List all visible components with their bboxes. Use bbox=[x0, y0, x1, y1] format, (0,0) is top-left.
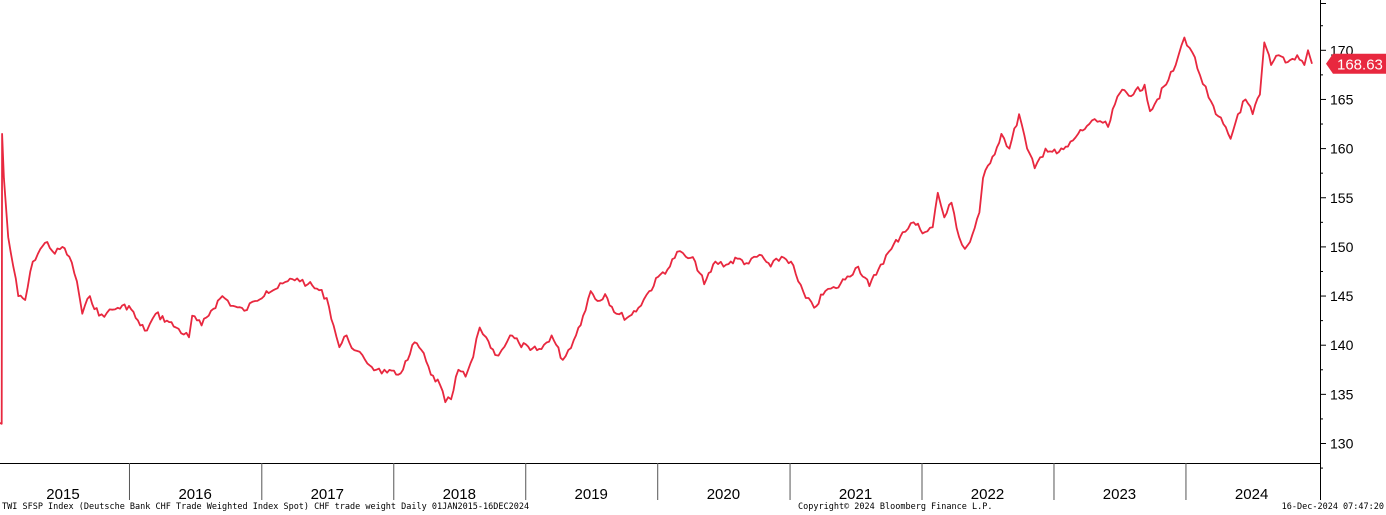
x-axis: 2015 2016 2017 2018 2019 2020 2021 2022 2023 2024 bbox=[0, 463, 1320, 503]
last-value-badge bbox=[1326, 53, 1386, 74]
x-tick-label: 2018 bbox=[443, 486, 476, 503]
y-tick-label: 135 bbox=[1330, 386, 1354, 402]
last-value-label: 168.63 bbox=[1337, 56, 1383, 73]
footer-timestamp: 16-Dec-2024 07:47:20 bbox=[1281, 502, 1384, 512]
footer-source: TWI SFSP Index (Deutsche Bank CHF Trade … bbox=[2, 502, 530, 512]
x-tick-label: 2022 bbox=[971, 486, 1004, 503]
x-tick-label: 2015 bbox=[46, 486, 79, 503]
y-tick-label: 145 bbox=[1330, 288, 1354, 304]
series-group bbox=[0, 36, 1313, 425]
y-tick-label: 165 bbox=[1330, 91, 1354, 107]
y-tick-label: 150 bbox=[1330, 239, 1354, 255]
last-value-group: 168.63 bbox=[1326, 53, 1386, 74]
y-tick-label: 160 bbox=[1330, 141, 1354, 157]
y-tick-label: 155 bbox=[1330, 190, 1354, 206]
x-tick-label: 2024 bbox=[1235, 486, 1268, 503]
x-tick-label: 2019 bbox=[575, 486, 608, 503]
x-tick-label: 2023 bbox=[1103, 486, 1136, 503]
x-tick-label: 2016 bbox=[178, 486, 211, 503]
x-tick-label: 2020 bbox=[707, 486, 740, 503]
y-tick-label: 130 bbox=[1330, 436, 1354, 452]
footer-copyright: Copyright© 2024 Bloomberg Finance L.P. bbox=[798, 502, 993, 512]
y-tick-label: 140 bbox=[1330, 337, 1354, 353]
x-tick-label: 2017 bbox=[311, 486, 344, 503]
x-tick-label: 2021 bbox=[839, 486, 872, 503]
series-line bbox=[0, 36, 1313, 425]
